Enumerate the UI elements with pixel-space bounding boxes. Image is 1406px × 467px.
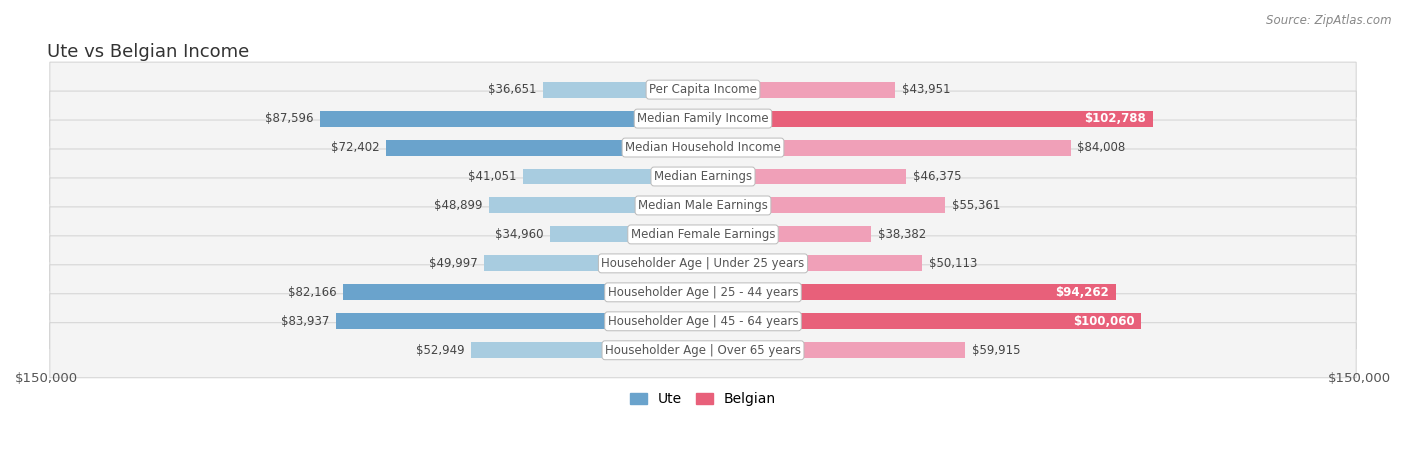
Text: $34,960: $34,960 [495, 228, 544, 241]
FancyBboxPatch shape [49, 265, 1357, 320]
Bar [343, 284, 703, 300]
FancyBboxPatch shape [49, 149, 1357, 204]
Bar [387, 140, 703, 156]
Bar [703, 140, 1070, 156]
Text: $83,937: $83,937 [281, 315, 329, 328]
FancyBboxPatch shape [49, 294, 1357, 349]
Text: Householder Age | 25 - 44 years: Householder Age | 25 - 44 years [607, 286, 799, 299]
Text: $50,113: $50,113 [929, 257, 977, 270]
Bar [523, 169, 703, 184]
Text: $49,997: $49,997 [429, 257, 478, 270]
Text: $87,596: $87,596 [264, 112, 314, 125]
Bar [703, 284, 1115, 300]
Bar [489, 198, 703, 213]
Bar [543, 82, 703, 98]
Text: $94,262: $94,262 [1054, 286, 1109, 299]
Text: $41,051: $41,051 [468, 170, 517, 183]
Text: $48,899: $48,899 [434, 199, 482, 212]
FancyBboxPatch shape [49, 207, 1357, 262]
Text: $43,951: $43,951 [901, 83, 950, 96]
Text: Median Household Income: Median Household Income [626, 141, 780, 154]
Bar [703, 82, 896, 98]
Text: Median Family Income: Median Family Income [637, 112, 769, 125]
Bar [703, 198, 945, 213]
Text: $36,651: $36,651 [488, 83, 536, 96]
FancyBboxPatch shape [49, 178, 1357, 233]
Text: Householder Age | Under 25 years: Householder Age | Under 25 years [602, 257, 804, 270]
Text: $84,008: $84,008 [1077, 141, 1125, 154]
Text: Householder Age | Over 65 years: Householder Age | Over 65 years [605, 344, 801, 357]
Bar [703, 313, 1140, 329]
Text: $100,060: $100,060 [1073, 315, 1135, 328]
FancyBboxPatch shape [49, 120, 1357, 175]
Bar [703, 342, 965, 358]
Text: $46,375: $46,375 [912, 170, 962, 183]
Text: Median Female Earnings: Median Female Earnings [631, 228, 775, 241]
FancyBboxPatch shape [49, 236, 1357, 291]
Text: $102,788: $102,788 [1084, 112, 1146, 125]
Text: Source: ZipAtlas.com: Source: ZipAtlas.com [1267, 14, 1392, 27]
FancyBboxPatch shape [49, 323, 1357, 378]
Bar [471, 342, 703, 358]
Text: Ute vs Belgian Income: Ute vs Belgian Income [46, 43, 249, 61]
Text: $59,915: $59,915 [972, 344, 1021, 357]
Text: $55,361: $55,361 [952, 199, 1000, 212]
Bar [703, 111, 1153, 127]
Bar [319, 111, 703, 127]
Text: $38,382: $38,382 [877, 228, 925, 241]
FancyBboxPatch shape [49, 91, 1357, 146]
Bar [484, 255, 703, 271]
Legend: Ute, Belgian: Ute, Belgian [624, 387, 782, 412]
Text: Median Male Earnings: Median Male Earnings [638, 199, 768, 212]
Text: Median Earnings: Median Earnings [654, 170, 752, 183]
Bar [703, 255, 922, 271]
Bar [550, 226, 703, 242]
Text: Per Capita Income: Per Capita Income [650, 83, 756, 96]
Text: $82,166: $82,166 [288, 286, 337, 299]
Text: $72,402: $72,402 [330, 141, 380, 154]
Bar [703, 226, 870, 242]
Text: Householder Age | 45 - 64 years: Householder Age | 45 - 64 years [607, 315, 799, 328]
Bar [703, 169, 905, 184]
FancyBboxPatch shape [49, 62, 1357, 117]
Text: $52,949: $52,949 [416, 344, 465, 357]
Bar [336, 313, 703, 329]
